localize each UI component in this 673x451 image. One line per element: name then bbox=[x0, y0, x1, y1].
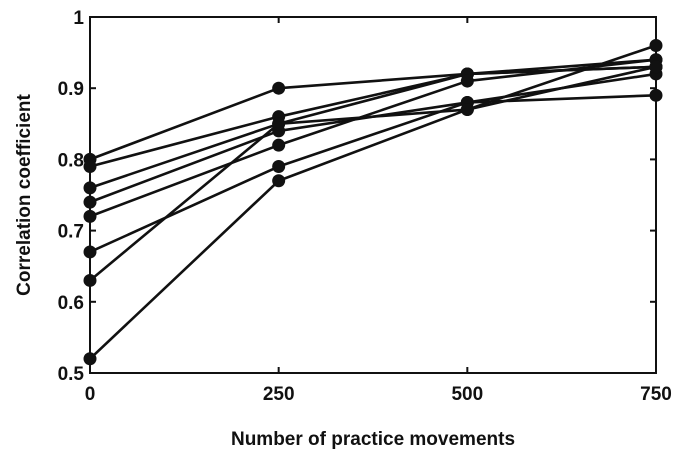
tick-labels: 0 250 500 750 0.5 0.6 0.7 0.8 0.9 1 bbox=[58, 8, 672, 405]
series-line bbox=[89, 94, 657, 254]
y-tick-label: 0.9 bbox=[58, 79, 84, 100]
series-6 bbox=[83, 88, 663, 259]
series-7 bbox=[83, 38, 663, 287]
series-4 bbox=[83, 67, 663, 209]
data-point bbox=[649, 60, 663, 74]
data-point bbox=[272, 81, 286, 95]
y-tick-label: 1 bbox=[73, 8, 84, 29]
x-tick-label: 0 bbox=[85, 384, 96, 405]
data-point bbox=[83, 245, 97, 259]
plot-area bbox=[89, 16, 657, 374]
axis-ticks bbox=[89, 16, 657, 374]
x-tick-label: 250 bbox=[263, 384, 295, 405]
x-axis-title: Number of practice movements bbox=[231, 429, 515, 450]
series-5 bbox=[83, 53, 663, 223]
series-line bbox=[89, 44, 657, 282]
x-tick-label: 500 bbox=[451, 384, 483, 405]
data-point bbox=[272, 174, 286, 188]
series-line bbox=[89, 58, 657, 218]
data-point bbox=[272, 117, 286, 131]
y-tick-label: 0.7 bbox=[58, 222, 84, 243]
data-point bbox=[83, 181, 97, 195]
data-point bbox=[272, 138, 286, 152]
x-tick-label: 750 bbox=[640, 384, 672, 405]
series-layer bbox=[83, 38, 663, 366]
data-point bbox=[460, 74, 474, 88]
series-line bbox=[89, 72, 657, 204]
y-tick-label: 0.8 bbox=[58, 150, 84, 171]
y-tick-label: 0.6 bbox=[58, 293, 84, 314]
series-8 bbox=[83, 60, 663, 366]
series-line bbox=[89, 65, 657, 360]
data-point bbox=[649, 88, 663, 102]
y-axis-title: Correlation coefficient bbox=[14, 94, 35, 296]
data-point bbox=[83, 273, 97, 287]
data-point bbox=[83, 352, 97, 366]
data-point bbox=[83, 160, 97, 174]
data-point bbox=[460, 103, 474, 117]
data-point bbox=[83, 195, 97, 209]
y-tick-label: 0.5 bbox=[58, 364, 85, 385]
data-point bbox=[649, 38, 663, 52]
data-point bbox=[272, 160, 286, 174]
series-line bbox=[89, 58, 657, 168]
data-point bbox=[83, 209, 97, 223]
